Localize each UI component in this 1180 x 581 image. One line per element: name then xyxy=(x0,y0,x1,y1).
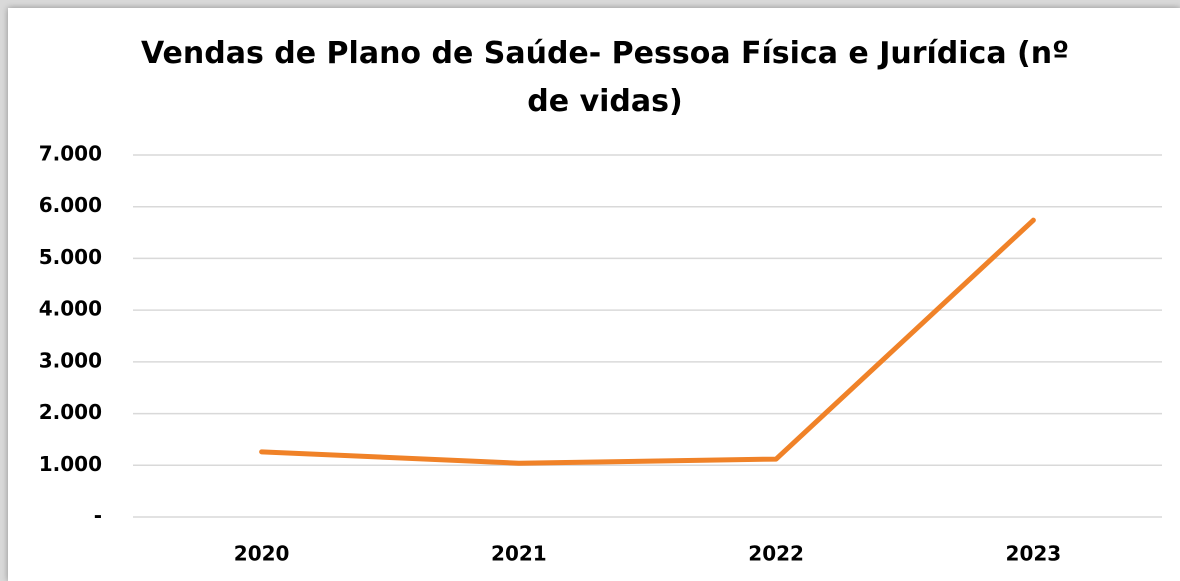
y-tick-label: 4.000 xyxy=(39,297,102,321)
y-tick-label: 5.000 xyxy=(39,245,102,269)
x-tick-label: 2020 xyxy=(234,542,290,566)
y-tick-label: 6.000 xyxy=(39,193,102,217)
x-tick-label: 2023 xyxy=(1006,542,1062,566)
chart-title: Vendas de Plano de Saúde- Pessoa Física … xyxy=(140,36,1070,119)
y-tick-label: 2.000 xyxy=(39,400,102,424)
x-tick-label: 2021 xyxy=(491,542,547,566)
line-series xyxy=(259,217,1036,466)
y-tick-label: 7.000 xyxy=(39,142,102,166)
y-tick-label: - xyxy=(94,504,102,528)
chart-frame xyxy=(8,8,1180,581)
x-tick-label: 2022 xyxy=(748,542,804,566)
y-tick-label: 1.000 xyxy=(39,452,102,476)
y-tick-label: 3.000 xyxy=(39,348,102,372)
